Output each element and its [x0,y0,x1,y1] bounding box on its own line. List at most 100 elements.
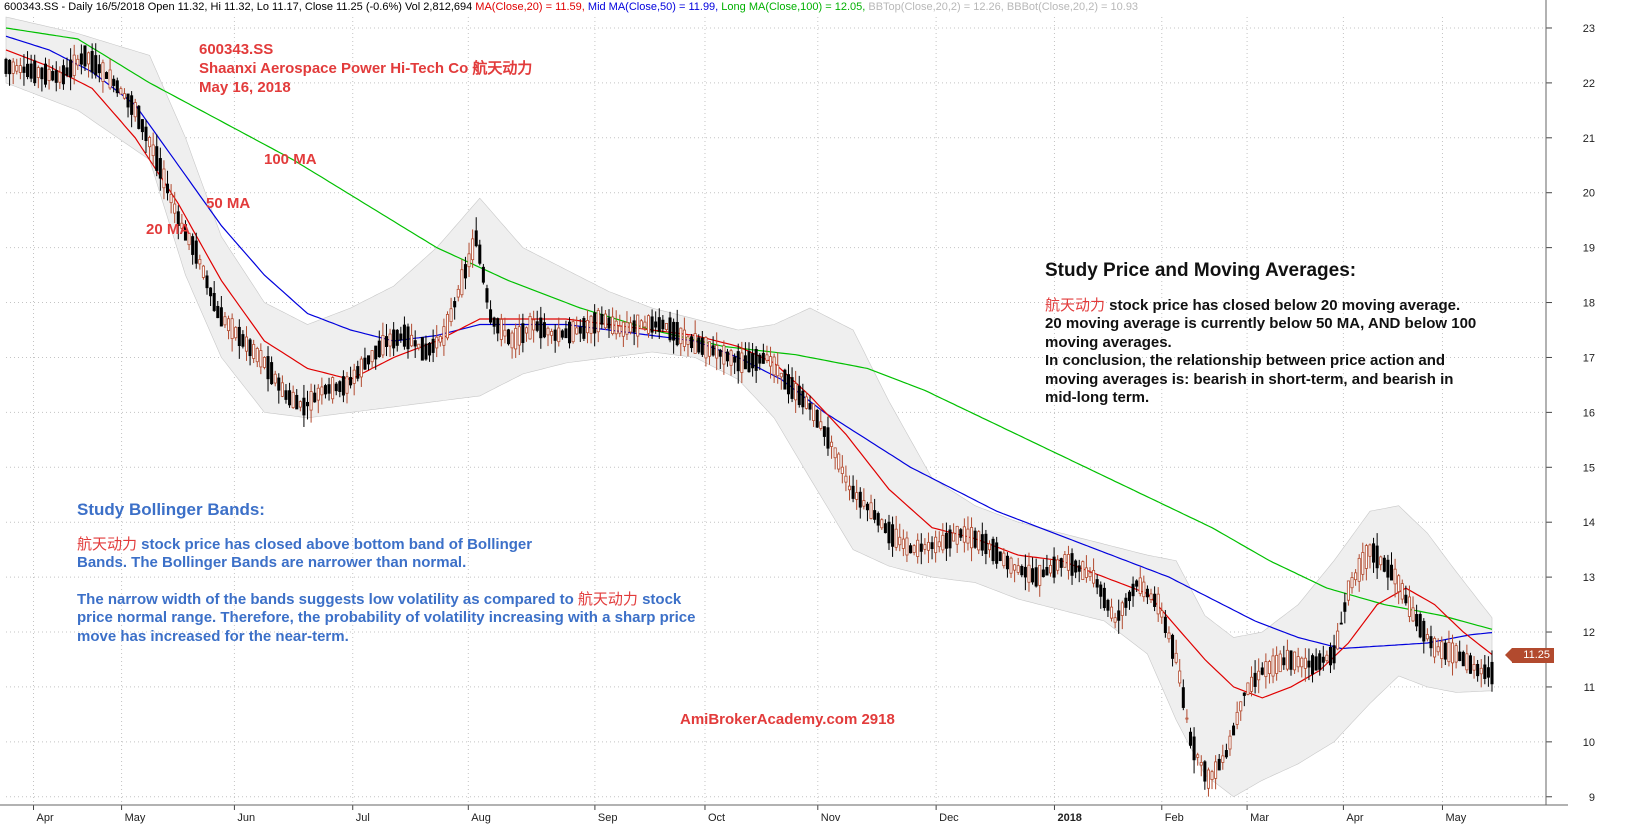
candle-body [1433,637,1437,658]
candle-body [29,63,33,79]
candle-body [413,340,417,347]
candle-body [273,373,277,384]
candle-body [284,390,288,400]
candle-body [772,356,776,376]
candle-body [1300,657,1304,668]
candle-body [90,51,94,73]
candle-body [876,513,880,526]
candle-body [797,385,801,406]
title-block: 600343.SS Shaanxi Aerospace Power Hi-Tec… [199,40,532,97]
candle-body [1221,755,1225,763]
ticker-info: 600343.SS - Daily 16/5/2018 Open 11.32, … [4,1,473,13]
bbbot-readout: BBBot(Close,20,2) = 10.93 [1006,1,1139,13]
candle-body [1382,557,1386,572]
candle-body [887,521,891,544]
candle-body [1415,614,1419,627]
y-tick-label: 22 [1583,78,1595,90]
candle-body [173,203,177,214]
candle-body [169,194,173,204]
candle-body [1206,769,1210,789]
candle-body [521,323,525,344]
candle-body [112,78,116,86]
title-company: Shaanxi Aerospace Power Hi-Tech Co 航天动力 [199,60,533,77]
candle-body [1120,602,1124,616]
candle-body [1289,650,1293,670]
candle-body [1393,568,1397,585]
candle-body [1181,687,1185,708]
candle-body [1465,653,1469,671]
candle-body [148,136,152,148]
candle-body [560,330,564,338]
candle-body [1318,653,1322,670]
candle-body [873,510,877,520]
candle-body [162,168,166,189]
price-candles [4,43,1494,797]
x-tick-label: Apr [37,812,54,824]
candle-body [851,485,855,499]
candle-body [923,544,927,550]
candle-body [657,317,661,332]
candle-body [1339,622,1343,625]
candle-body [1153,593,1157,607]
candle-body [980,534,984,551]
candle-body [209,287,213,297]
candle-body [1020,566,1024,576]
candle-body [374,345,378,360]
candle-body [912,545,916,553]
candle-body [1357,557,1361,582]
candle-body [535,321,539,331]
candle-body [219,307,223,327]
candle-body [883,523,887,534]
candle-body [1199,762,1203,766]
candle-body [715,345,719,359]
y-tick-label: 23 [1583,23,1595,35]
candle-body [367,355,371,365]
candle-body [596,310,600,333]
candle-body [40,67,44,80]
candle-body [377,340,381,358]
candle-body [499,319,503,340]
candle-body [607,317,611,329]
candle-body [65,67,69,76]
candle-body [1048,564,1053,574]
candle-body [496,318,500,334]
candle-body [1192,736,1196,761]
candle-body [991,538,995,562]
candle-body [1239,701,1243,712]
candle-body [783,369,787,390]
candle-body [711,345,715,356]
candle-body [1217,758,1221,771]
candle-body [445,314,450,339]
candle-body [94,55,98,76]
candle-body [575,327,579,335]
candle-body [363,357,367,370]
candle-body [1468,655,1472,674]
candle-body [1296,656,1300,668]
candle-body [941,534,945,551]
candle-body [708,341,712,357]
candle-body [1235,711,1239,725]
candle-body [1257,670,1261,681]
candle-body [194,240,198,264]
candle-body [675,322,679,346]
candle-body [431,338,435,353]
candle-body [1440,641,1444,660]
candle-body [790,377,794,399]
bb-study-line1: 航天动力 stock price has closed above bottom… [77,535,533,572]
candle-body [1102,587,1106,609]
candle-body [453,301,457,308]
candle-body [323,385,327,395]
candle-body [126,93,130,108]
candle-body [345,376,349,394]
candle-body [862,500,866,507]
candle-body [747,350,751,373]
x-tick-label: Mar [1250,812,1269,824]
candle-body [36,67,40,78]
ma100-readout: Long MA(Close,100) = 12.05, [721,1,866,13]
candle-body [1013,564,1017,571]
candle-body [550,331,554,336]
candle-body [812,403,816,421]
candle-body [930,542,934,550]
candle-body [593,312,597,334]
